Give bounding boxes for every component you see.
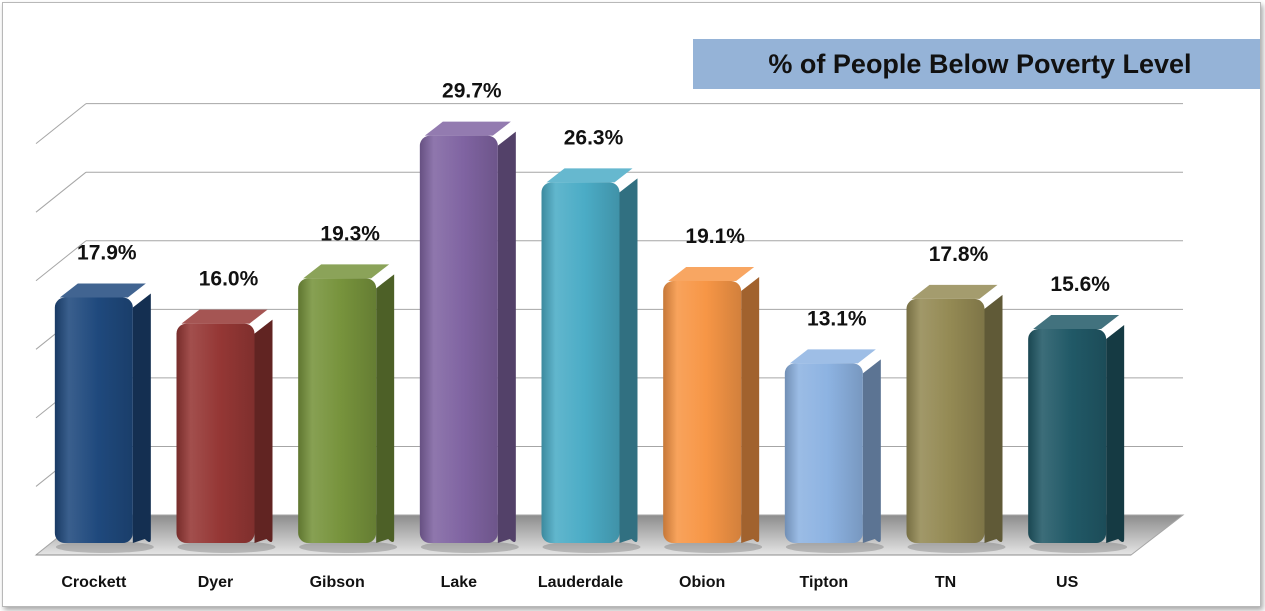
gridline-side: [35, 103, 87, 145]
bar-front: [663, 281, 742, 543]
value-label-tn: 17.8%: [929, 243, 989, 266]
value-label-lake: 29.7%: [442, 80, 502, 103]
gridline-side: [35, 171, 87, 213]
gridline-side: [35, 240, 87, 282]
value-label-lauderdale: 26.3%: [564, 126, 624, 149]
chart-title: % of People Below Poverty Level: [693, 39, 1260, 89]
bar-tn: [906, 284, 1006, 553]
bar-front: [54, 297, 133, 543]
category-label-gibson: Gibson: [310, 574, 365, 591]
category-label-crockett: Crockett: [61, 574, 127, 591]
bar-lake: [419, 121, 519, 553]
category-label-lauderdale: Lauderdale: [538, 574, 623, 591]
bar-front: [784, 363, 863, 543]
value-label-tipton: 13.1%: [807, 307, 867, 330]
category-label-obion: Obion: [679, 574, 725, 591]
bar-front: [906, 298, 985, 543]
category-label-tipton: Tipton: [800, 574, 849, 591]
category-label-tn: TN: [935, 574, 956, 591]
bar-us: [1028, 315, 1128, 553]
value-label-dyer: 16.0%: [199, 268, 259, 291]
bar-gibson: [298, 264, 398, 553]
category-label-lake: Lake: [441, 574, 478, 591]
category-label-us: US: [1056, 574, 1079, 591]
bars: [54, 121, 1128, 553]
value-label-us: 15.6%: [1050, 273, 1110, 296]
bar-tipton: [784, 349, 884, 553]
value-label-obion: 19.1%: [685, 225, 745, 248]
bar-front: [298, 278, 377, 543]
bar-front: [419, 135, 498, 543]
category-label-dyer: Dyer: [198, 574, 234, 591]
bar-dyer: [176, 309, 276, 553]
category-labels: Crockett Dyer Gibson Lake Lauderdale Obion Tip…: [61, 574, 1078, 591]
value-labels: 17.9% 16.0% 19.3% 29.7% 26.3% 19.1% 13.1% 17.8%…: [77, 80, 1110, 331]
bar-front: [1028, 329, 1107, 543]
bar-lauderdale: [541, 168, 641, 553]
bar-crockett: [54, 283, 154, 553]
bar-obion: [663, 267, 763, 553]
bar-front: [541, 182, 620, 544]
value-label-crockett: 17.9%: [77, 242, 137, 265]
bar-front: [176, 323, 255, 543]
value-label-gibson: 19.3%: [320, 222, 380, 245]
bar-chart: 17.9% 16.0% 19.3% 29.7% 26.3% 19.1% 13.1% 17.8%…: [34, 80, 1185, 591]
